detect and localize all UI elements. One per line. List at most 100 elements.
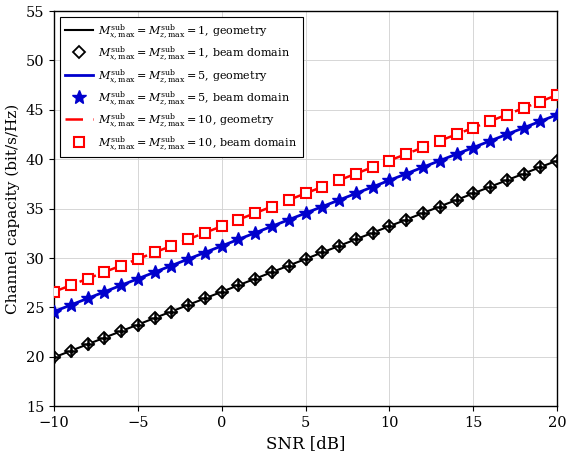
$M_{x,\mathrm{max}}^{\mathrm{sub}} = M_{z,\mathrm{max}}^{\mathrm{sub}} = 5$, geometry: [484, 139, 491, 145]
$M_{x,\mathrm{max}}^{\mathrm{sub}} = M_{z,\mathrm{max}}^{\mathrm{sub}} = 5$, beam domain: [84, 296, 91, 301]
$M_{x,\mathrm{max}}^{\mathrm{sub}} = M_{z,\mathrm{max}}^{\mathrm{sub}} = 1$, beam domain: [50, 354, 57, 360]
$M_{x,\mathrm{max}}^{\mathrm{sub}} = M_{z,\mathrm{max}}^{\mathrm{sub}} = 1$, beam domain: [487, 184, 494, 190]
Line: $M_{x,\mathrm{max}}^{\mathrm{sub}} = M_{z,\mathrm{max}}^{\mathrm{sub}} = 5$, beam domain: $M_{x,\mathrm{max}}^{\mathrm{sub}} = M_{…: [47, 108, 564, 318]
$M_{x,\mathrm{max}}^{\mathrm{sub}} = M_{z,\mathrm{max}}^{\mathrm{sub}} = 5$, beam domain: [50, 309, 57, 314]
$M_{x,\mathrm{max}}^{\mathrm{sub}} = M_{z,\mathrm{max}}^{\mathrm{sub}} = 10$, beam domain: [403, 151, 410, 157]
$M_{x,\mathrm{max}}^{\mathrm{sub}} = M_{z,\mathrm{max}}^{\mathrm{sub}} = 5$, beam domain: [101, 289, 108, 294]
$M_{x,\mathrm{max}}^{\mathrm{sub}} = M_{z,\mathrm{max}}^{\mathrm{sub}} = 5$, beam domain: [487, 138, 494, 144]
$M_{x,\mathrm{max}}^{\mathrm{sub}} = M_{z,\mathrm{max}}^{\mathrm{sub}} = 1$, geometry: [356, 235, 363, 241]
$M_{x,\mathrm{max}}^{\mathrm{sub}} = M_{z,\mathrm{max}}^{\mathrm{sub}} = 5$, beam domain: [386, 178, 393, 183]
$M_{x,\mathrm{max}}^{\mathrm{sub}} = M_{z,\mathrm{max}}^{\mathrm{sub}} = 1$, beam domain: [134, 322, 141, 327]
$M_{x,\mathrm{max}}^{\mathrm{sub}} = M_{z,\mathrm{max}}^{\mathrm{sub}} = 5$, beam domain: [520, 125, 527, 131]
$M_{x,\mathrm{max}}^{\mathrm{sub}} = M_{z,\mathrm{max}}^{\mathrm{sub}} = 1$, beam domain: [101, 335, 108, 340]
$M_{x,\mathrm{max}}^{\mathrm{sub}} = M_{z,\mathrm{max}}^{\mathrm{sub}} = 1$, beam domain: [386, 224, 393, 229]
$M_{x,\mathrm{max}}^{\mathrm{sub}} = M_{z,\mathrm{max}}^{\mathrm{sub}} = 1$, beam domain: [369, 230, 376, 235]
$M_{x,\mathrm{max}}^{\mathrm{sub}} = M_{z,\mathrm{max}}^{\mathrm{sub}} = 10$, beam domain: [470, 125, 476, 131]
$M_{x,\mathrm{max}}^{\mathrm{sub}} = M_{z,\mathrm{max}}^{\mathrm{sub}} = 5$, beam domain: [118, 283, 125, 288]
$M_{x,\mathrm{max}}^{\mathrm{sub}} = M_{z,\mathrm{max}}^{\mathrm{sub}} = 1$, geometry: [50, 354, 57, 360]
$M_{x,\mathrm{max}}^{\mathrm{sub}} = M_{z,\mathrm{max}}^{\mathrm{sub}} = 5$, beam domain: [67, 302, 74, 308]
Y-axis label: Channel capacity (bit/s/Hz): Channel capacity (bit/s/Hz): [6, 104, 20, 314]
$M_{x,\mathrm{max}}^{\mathrm{sub}} = M_{z,\mathrm{max}}^{\mathrm{sub}} = 5$, beam domain: [537, 119, 544, 124]
$M_{x,\mathrm{max}}^{\mathrm{sub}} = M_{z,\mathrm{max}}^{\mathrm{sub}} = 1$, beam domain: [503, 178, 510, 183]
$M_{x,\mathrm{max}}^{\mathrm{sub}} = M_{z,\mathrm{max}}^{\mathrm{sub}} = 5$, beam domain: [470, 145, 476, 150]
$M_{x,\mathrm{max}}^{\mathrm{sub}} = M_{z,\mathrm{max}}^{\mathrm{sub}} = 10$, beam domain: [118, 263, 125, 268]
$M_{x,\mathrm{max}}^{\mathrm{sub}} = M_{z,\mathrm{max}}^{\mathrm{sub}} = 5$, beam domain: [219, 243, 225, 249]
$M_{x,\mathrm{max}}^{\mathrm{sub}} = M_{z,\mathrm{max}}^{\mathrm{sub}} = 1$, beam domain: [67, 348, 74, 354]
$M_{x,\mathrm{max}}^{\mathrm{sub}} = M_{z,\mathrm{max}}^{\mathrm{sub}} = 5$, beam domain: [134, 276, 141, 282]
$M_{x,\mathrm{max}}^{\mathrm{sub}} = M_{z,\mathrm{max}}^{\mathrm{sub}} = 10$, geometry: [343, 175, 349, 180]
$M_{x,\mathrm{max}}^{\mathrm{sub}} = M_{z,\mathrm{max}}^{\mathrm{sub}} = 1$, geometry: [371, 229, 378, 235]
$M_{x,\mathrm{max}}^{\mathrm{sub}} = M_{z,\mathrm{max}}^{\mathrm{sub}} = 1$, beam domain: [453, 197, 460, 203]
$M_{x,\mathrm{max}}^{\mathrm{sub}} = M_{z,\mathrm{max}}^{\mathrm{sub}} = 5$, beam domain: [168, 263, 175, 268]
$M_{x,\mathrm{max}}^{\mathrm{sub}} = M_{z,\mathrm{max}}^{\mathrm{sub}} = 5$, beam domain: [369, 184, 376, 190]
Line: $M_{x,\mathrm{max}}^{\mathrm{sub}} = M_{z,\mathrm{max}}^{\mathrm{sub}} = 1$, geometry: $M_{x,\mathrm{max}}^{\mathrm{sub}} = M_{…: [54, 161, 557, 357]
$M_{x,\mathrm{max}}^{\mathrm{sub}} = M_{z,\mathrm{max}}^{\mathrm{sub}} = 1$, beam domain: [84, 342, 91, 347]
$M_{x,\mathrm{max}}^{\mathrm{sub}} = M_{z,\mathrm{max}}^{\mathrm{sub}} = 5$, geometry: [554, 112, 561, 117]
$M_{x,\mathrm{max}}^{\mathrm{sub}} = M_{z,\mathrm{max}}^{\mathrm{sub}} = 1$, beam domain: [554, 158, 561, 164]
$M_{x,\mathrm{max}}^{\mathrm{sub}} = M_{z,\mathrm{max}}^{\mathrm{sub}} = 10$, beam domain: [201, 230, 208, 235]
$M_{x,\mathrm{max}}^{\mathrm{sub}} = M_{z,\mathrm{max}}^{\mathrm{sub}} = 10$, beam domain: [269, 204, 276, 209]
$M_{x,\mathrm{max}}^{\mathrm{sub}} = M_{z,\mathrm{max}}^{\mathrm{sub}} = 5$, beam domain: [185, 256, 192, 262]
$M_{x,\mathrm{max}}^{\mathrm{sub}} = M_{z,\mathrm{max}}^{\mathrm{sub}} = 1$, beam domain: [219, 289, 225, 294]
$M_{x,\mathrm{max}}^{\mathrm{sub}} = M_{z,\mathrm{max}}^{\mathrm{sub}} = 5$, geometry: [343, 195, 349, 200]
$M_{x,\mathrm{max}}^{\mathrm{sub}} = M_{z,\mathrm{max}}^{\mathrm{sub}} = 1$, beam domain: [520, 171, 527, 176]
$M_{x,\mathrm{max}}^{\mathrm{sub}} = M_{z,\mathrm{max}}^{\mathrm{sub}} = 1$, beam domain: [436, 204, 443, 209]
$M_{x,\mathrm{max}}^{\mathrm{sub}} = M_{z,\mathrm{max}}^{\mathrm{sub}} = 10$, beam domain: [252, 210, 259, 216]
$M_{x,\mathrm{max}}^{\mathrm{sub}} = M_{z,\mathrm{max}}^{\mathrm{sub}} = 5$, beam domain: [403, 171, 410, 176]
$M_{x,\mathrm{max}}^{\mathrm{sub}} = M_{z,\mathrm{max}}^{\mathrm{sub}} = 1$, beam domain: [403, 217, 410, 223]
$M_{x,\mathrm{max}}^{\mathrm{sub}} = M_{z,\mathrm{max}}^{\mathrm{sub}} = 10$, geometry: [371, 164, 378, 169]
$M_{x,\mathrm{max}}^{\mathrm{sub}} = M_{z,\mathrm{max}}^{\mathrm{sub}} = 10$, geometry: [554, 92, 561, 98]
Line: $M_{x,\mathrm{max}}^{\mathrm{sub}} = M_{z,\mathrm{max}}^{\mathrm{sub}} = 5$, geometry: $M_{x,\mathrm{max}}^{\mathrm{sub}} = M_{…: [54, 114, 557, 311]
$M_{x,\mathrm{max}}^{\mathrm{sub}} = M_{z,\mathrm{max}}^{\mathrm{sub}} = 10$, beam domain: [302, 191, 309, 196]
Line: $M_{x,\mathrm{max}}^{\mathrm{sub}} = M_{z,\mathrm{max}}^{\mathrm{sub}} = 10$, geometry: $M_{x,\mathrm{max}}^{\mathrm{sub}} = M_{…: [54, 95, 557, 292]
$M_{x,\mathrm{max}}^{\mathrm{sub}} = M_{z,\mathrm{max}}^{\mathrm{sub}} = 10$, beam domain: [151, 250, 158, 255]
Legend: $M_{x,\mathrm{max}}^{\mathrm{sub}} = M_{z,\mathrm{max}}^{\mathrm{sub}} = 1$, geo: $M_{x,\mathrm{max}}^{\mathrm{sub}} = M_{…: [59, 16, 303, 157]
$M_{x,\mathrm{max}}^{\mathrm{sub}} = M_{z,\mathrm{max}}^{\mathrm{sub}} = 10$, beam domain: [487, 119, 494, 124]
$M_{x,\mathrm{max}}^{\mathrm{sub}} = M_{z,\mathrm{max}}^{\mathrm{sub}} = 1$, beam domain: [201, 295, 208, 301]
$M_{x,\mathrm{max}}^{\mathrm{sub}} = M_{z,\mathrm{max}}^{\mathrm{sub}} = 1$, geometry: [554, 158, 561, 164]
$M_{x,\mathrm{max}}^{\mathrm{sub}} = M_{z,\mathrm{max}}^{\mathrm{sub}} = 1$, beam domain: [470, 191, 476, 196]
$M_{x,\mathrm{max}}^{\mathrm{sub}} = M_{z,\mathrm{max}}^{\mathrm{sub}} = 10$, beam domain: [185, 237, 192, 242]
$M_{x,\mathrm{max}}^{\mathrm{sub}} = M_{z,\mathrm{max}}^{\mathrm{sub}} = 5$, beam domain: [252, 230, 259, 235]
$M_{x,\mathrm{max}}^{\mathrm{sub}} = M_{z,\mathrm{max}}^{\mathrm{sub}} = 1$, geometry: [343, 240, 349, 246]
$M_{x,\mathrm{max}}^{\mathrm{sub}} = M_{z,\mathrm{max}}^{\mathrm{sub}} = 1$, beam domain: [252, 276, 259, 282]
$M_{x,\mathrm{max}}^{\mathrm{sub}} = M_{z,\mathrm{max}}^{\mathrm{sub}} = 1$, beam domain: [285, 263, 292, 268]
$M_{x,\mathrm{max}}^{\mathrm{sub}} = M_{z,\mathrm{max}}^{\mathrm{sub}} = 1$, beam domain: [269, 269, 276, 275]
X-axis label: SNR [dB]: SNR [dB]: [266, 436, 345, 453]
$M_{x,\mathrm{max}}^{\mathrm{sub}} = M_{z,\mathrm{max}}^{\mathrm{sub}} = 5$, beam domain: [201, 250, 208, 255]
$M_{x,\mathrm{max}}^{\mathrm{sub}} = M_{z,\mathrm{max}}^{\mathrm{sub}} = 10$, beam domain: [336, 178, 343, 183]
$M_{x,\mathrm{max}}^{\mathrm{sub}} = M_{z,\mathrm{max}}^{\mathrm{sub}} = 10$, beam domain: [537, 99, 544, 104]
$M_{x,\mathrm{max}}^{\mathrm{sub}} = M_{z,\mathrm{max}}^{\mathrm{sub}} = 10$, beam domain: [554, 92, 561, 98]
$M_{x,\mathrm{max}}^{\mathrm{sub}} = M_{z,\mathrm{max}}^{\mathrm{sub}} = 1$, beam domain: [336, 243, 343, 249]
$M_{x,\mathrm{max}}^{\mathrm{sub}} = M_{z,\mathrm{max}}^{\mathrm{sub}} = 5$, beam domain: [235, 237, 242, 242]
$M_{x,\mathrm{max}}^{\mathrm{sub}} = M_{z,\mathrm{max}}^{\mathrm{sub}} = 5$, geometry: [432, 159, 439, 165]
$M_{x,\mathrm{max}}^{\mathrm{sub}} = M_{z,\mathrm{max}}^{\mathrm{sub}} = 5$, beam domain: [503, 131, 510, 137]
$M_{x,\mathrm{max}}^{\mathrm{sub}} = M_{z,\mathrm{max}}^{\mathrm{sub}} = 10$, beam domain: [50, 289, 57, 294]
$M_{x,\mathrm{max}}^{\mathrm{sub}} = M_{z,\mathrm{max}}^{\mathrm{sub}} = 1$, geometry: [432, 205, 439, 211]
$M_{x,\mathrm{max}}^{\mathrm{sub}} = M_{z,\mathrm{max}}^{\mathrm{sub}} = 5$, beam domain: [352, 191, 359, 196]
$M_{x,\mathrm{max}}^{\mathrm{sub}} = M_{z,\mathrm{max}}^{\mathrm{sub}} = 10$, geometry: [432, 140, 439, 145]
$M_{x,\mathrm{max}}^{\mathrm{sub}} = M_{z,\mathrm{max}}^{\mathrm{sub}} = 10$, beam domain: [285, 197, 292, 203]
$M_{x,\mathrm{max}}^{\mathrm{sub}} = M_{z,\mathrm{max}}^{\mathrm{sub}} = 5$, beam domain: [419, 164, 426, 170]
$M_{x,\mathrm{max}}^{\mathrm{sub}} = M_{z,\mathrm{max}}^{\mathrm{sub}} = 5$, beam domain: [336, 197, 343, 203]
$M_{x,\mathrm{max}}^{\mathrm{sub}} = M_{z,\mathrm{max}}^{\mathrm{sub}} = 1$, beam domain: [319, 250, 326, 255]
$M_{x,\mathrm{max}}^{\mathrm{sub}} = M_{z,\mathrm{max}}^{\mathrm{sub}} = 5$, beam domain: [554, 112, 561, 117]
$M_{x,\mathrm{max}}^{\mathrm{sub}} = M_{z,\mathrm{max}}^{\mathrm{sub}} = 1$, geometry: [484, 185, 491, 191]
$M_{x,\mathrm{max}}^{\mathrm{sub}} = M_{z,\mathrm{max}}^{\mathrm{sub}} = 10$, beam domain: [453, 131, 460, 137]
$M_{x,\mathrm{max}}^{\mathrm{sub}} = M_{z,\mathrm{max}}^{\mathrm{sub}} = 10$, beam domain: [419, 145, 426, 150]
Line: $M_{x,\mathrm{max}}^{\mathrm{sub}} = M_{z,\mathrm{max}}^{\mathrm{sub}} = 10$, beam domain: $M_{x,\mathrm{max}}^{\mathrm{sub}} = M_{…: [49, 90, 562, 297]
$M_{x,\mathrm{max}}^{\mathrm{sub}} = M_{z,\mathrm{max}}^{\mathrm{sub}} = 10$, beam domain: [520, 105, 527, 111]
$M_{x,\mathrm{max}}^{\mathrm{sub}} = M_{z,\mathrm{max}}^{\mathrm{sub}} = 1$, beam domain: [419, 210, 426, 216]
$M_{x,\mathrm{max}}^{\mathrm{sub}} = M_{z,\mathrm{max}}^{\mathrm{sub}} = 10$, beam domain: [101, 269, 108, 275]
$M_{x,\mathrm{max}}^{\mathrm{sub}} = M_{z,\mathrm{max}}^{\mathrm{sub}} = 5$, beam domain: [151, 269, 158, 275]
$M_{x,\mathrm{max}}^{\mathrm{sub}} = M_{z,\mathrm{max}}^{\mathrm{sub}} = 10$, beam domain: [134, 256, 141, 262]
$M_{x,\mathrm{max}}^{\mathrm{sub}} = M_{z,\mathrm{max}}^{\mathrm{sub}} = 10$, beam domain: [319, 184, 326, 190]
$M_{x,\mathrm{max}}^{\mathrm{sub}} = M_{z,\mathrm{max}}^{\mathrm{sub}} = 5$, beam domain: [285, 217, 292, 223]
$M_{x,\mathrm{max}}^{\mathrm{sub}} = M_{z,\mathrm{max}}^{\mathrm{sub}} = 5$, geometry: [50, 309, 57, 314]
$M_{x,\mathrm{max}}^{\mathrm{sub}} = M_{z,\mathrm{max}}^{\mathrm{sub}} = 5$, geometry: [356, 189, 363, 195]
Line: $M_{x,\mathrm{max}}^{\mathrm{sub}} = M_{z,\mathrm{max}}^{\mathrm{sub}} = 1$, beam domain: $M_{x,\mathrm{max}}^{\mathrm{sub}} = M_{…: [50, 157, 561, 362]
$M_{x,\mathrm{max}}^{\mathrm{sub}} = M_{z,\mathrm{max}}^{\mathrm{sub}} = 10$, beam domain: [386, 158, 393, 164]
$M_{x,\mathrm{max}}^{\mathrm{sub}} = M_{z,\mathrm{max}}^{\mathrm{sub}} = 10$, geometry: [81, 277, 88, 283]
$M_{x,\mathrm{max}}^{\mathrm{sub}} = M_{z,\mathrm{max}}^{\mathrm{sub}} = 5$, beam domain: [319, 204, 326, 209]
$M_{x,\mathrm{max}}^{\mathrm{sub}} = M_{z,\mathrm{max}}^{\mathrm{sub}} = 10$, geometry: [50, 289, 57, 294]
